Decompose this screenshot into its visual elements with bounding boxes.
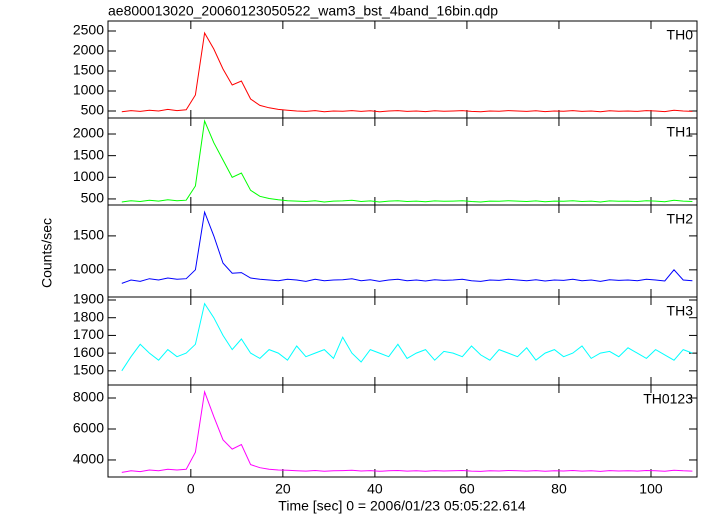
chart-title: ae800013020_20060123050522_wam3_bst_4ban… [108,3,498,19]
panel-label: TH1 [667,124,694,140]
y-tick-label: 1800 [73,308,104,324]
y-tick-label: 1700 [73,326,104,342]
light-curve [121,31,693,113]
panel-frame [107,117,698,206]
y-tick-label: 1500 [73,362,104,378]
light-curve [121,389,693,473]
x-tick-label: 0 [187,481,195,497]
x-tick-label: 20 [275,481,291,497]
y-tick-label: 2000 [73,125,104,141]
y-tick-label: 1500 [73,146,104,162]
x-tick-label: 80 [551,481,567,497]
x-tick-label: 40 [367,481,383,497]
light-curve [121,302,693,372]
panel-label: TH0123 [643,391,693,407]
light-curve [121,119,693,203]
panel-label: TH3 [667,303,694,319]
panel-frame [107,204,698,298]
y-tick-label: 1500 [73,62,104,78]
y-tick-label: 8000 [73,389,104,405]
y-tick-label: 1000 [73,168,104,184]
y-tick-label: 4000 [73,451,104,467]
y-tick-label: 2000 [73,42,104,58]
y-tick-label: 1000 [73,82,104,98]
y-tick-label: 6000 [73,420,104,436]
y-tick-label: 1000 [73,261,104,277]
y-tick-label: 1600 [73,344,104,360]
y-tick-label: 500 [81,190,105,206]
x-axis-label: Time [sec] 0 = 2006/01/23 05:05:22.614 [278,498,526,514]
panel-label: TH2 [667,211,694,227]
panel-label: TH0 [667,27,694,43]
x-tick-label: 60 [459,481,475,497]
y-axis-label: Counts/sec [39,218,55,288]
panel-frame [107,384,698,478]
panel-frame [107,20,698,119]
light-curve [121,210,693,284]
y-tick-label: 1900 [73,291,104,307]
x-tick-label: 100 [639,481,663,497]
y-tick-label: 1500 [73,227,104,243]
y-tick-label: 500 [81,102,105,118]
y-tick-label: 2500 [73,22,104,38]
